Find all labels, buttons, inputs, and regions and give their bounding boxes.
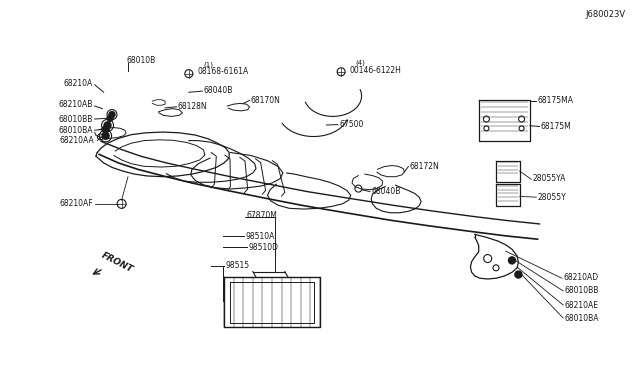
Text: 68170N: 68170N xyxy=(251,96,281,105)
Circle shape xyxy=(515,271,522,278)
Text: 68010B: 68010B xyxy=(127,56,156,65)
Text: 28055YA: 28055YA xyxy=(532,174,566,183)
Text: 68210AE: 68210AE xyxy=(564,301,598,310)
Text: 68040B: 68040B xyxy=(371,187,401,196)
Text: 68010BA: 68010BA xyxy=(564,314,599,323)
Circle shape xyxy=(102,132,109,139)
Text: 68175MA: 68175MA xyxy=(538,96,573,105)
Text: 08168-6161A: 08168-6161A xyxy=(197,67,248,76)
Text: 68210AD: 68210AD xyxy=(563,273,598,282)
Text: 00146-6122H: 00146-6122H xyxy=(349,66,401,75)
Text: 68010BB: 68010BB xyxy=(58,115,93,124)
Text: 68210AF: 68210AF xyxy=(59,199,93,208)
Text: 68128N: 68128N xyxy=(178,102,207,111)
Text: 67500: 67500 xyxy=(339,120,364,129)
Circle shape xyxy=(509,257,515,264)
Text: (1): (1) xyxy=(204,61,214,68)
Text: 68010BA: 68010BA xyxy=(58,126,93,135)
Text: 68210AB: 68210AB xyxy=(58,100,93,109)
Text: 68210A: 68210A xyxy=(63,79,93,88)
Circle shape xyxy=(109,112,115,118)
Text: 98510A: 98510A xyxy=(245,232,275,241)
Text: 68010BB: 68010BB xyxy=(564,286,599,295)
Text: FRONT: FRONT xyxy=(100,250,134,274)
Text: 98515: 98515 xyxy=(226,262,250,270)
Text: 67870M: 67870M xyxy=(246,211,277,219)
Text: 68210AA: 68210AA xyxy=(60,136,95,145)
Circle shape xyxy=(102,126,109,133)
Text: 68172N: 68172N xyxy=(410,162,439,171)
Text: 68040B: 68040B xyxy=(204,86,233,95)
Text: 28055Y: 28055Y xyxy=(538,193,566,202)
Text: (4): (4) xyxy=(356,60,365,67)
Text: 68175M: 68175M xyxy=(541,122,572,131)
Text: 98510D: 98510D xyxy=(248,243,278,252)
Circle shape xyxy=(107,115,113,121)
Circle shape xyxy=(104,122,111,129)
Text: J680023V: J680023V xyxy=(586,10,626,19)
